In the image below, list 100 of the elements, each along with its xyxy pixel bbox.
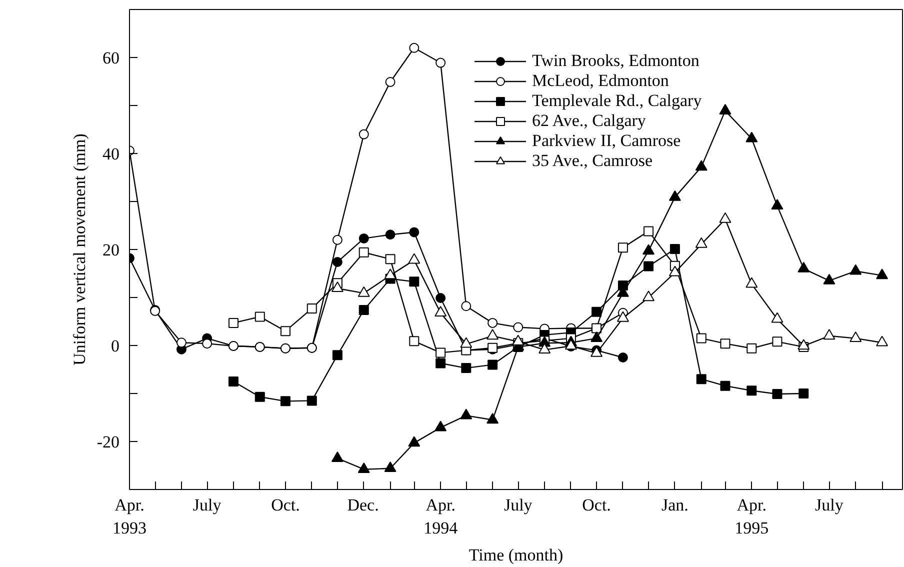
point [798, 388, 809, 398]
point [798, 339, 810, 350]
point [385, 230, 396, 240]
point [696, 374, 706, 384]
x-tick-label: Oct. [582, 496, 611, 514]
point [306, 396, 317, 406]
point [332, 350, 342, 360]
point [436, 358, 446, 368]
point [772, 336, 782, 347]
point [228, 376, 238, 386]
point [358, 247, 369, 258]
point [280, 326, 290, 336]
y-tick-label: 40 [102, 144, 120, 164]
point [358, 462, 370, 474]
point [358, 286, 370, 297]
point [202, 338, 212, 349]
point [719, 104, 732, 114]
point [384, 462, 396, 472]
point [409, 336, 420, 346]
point [668, 266, 681, 276]
point [358, 304, 369, 315]
x-tick-label: July [192, 496, 222, 514]
y-tick-label: 0 [111, 336, 120, 356]
legend-label: McLeod, Edmonton [532, 71, 669, 91]
point [695, 160, 708, 171]
x-tick-label: July [815, 496, 844, 514]
x-tick-label: Apr. 1994 [424, 496, 458, 538]
point [670, 244, 680, 254]
point [486, 413, 499, 424]
point [408, 253, 420, 264]
point [618, 242, 628, 253]
point [385, 76, 396, 87]
x-tick-label: Oct. [271, 496, 300, 514]
point [306, 304, 317, 314]
point [280, 396, 290, 406]
point [332, 234, 342, 245]
point [720, 338, 730, 349]
point [798, 262, 810, 272]
point [384, 268, 396, 280]
legend-label: 35 Ave., Camrose [532, 151, 653, 171]
point [436, 58, 446, 68]
y-tick-label: 20 [102, 240, 120, 260]
y-tick-label: -20 [96, 432, 120, 452]
point [644, 261, 654, 272]
point [771, 198, 784, 210]
point [461, 301, 472, 312]
point [668, 190, 681, 201]
point [746, 277, 758, 288]
y-axis-title: Uniform vertical movement (mm) [70, 134, 89, 366]
point [358, 129, 369, 140]
x-tick-label: Dec. [347, 496, 379, 514]
point [331, 451, 344, 462]
y-tick-label: 60 [102, 48, 120, 68]
point [772, 388, 782, 399]
point [592, 323, 602, 334]
point [331, 282, 344, 292]
point [436, 292, 446, 303]
legend-label: Parkview II, Camrose [532, 131, 681, 151]
x-tick-label: Apr. 1993 [112, 496, 146, 538]
point [434, 420, 447, 432]
point [408, 436, 420, 447]
point [876, 268, 888, 280]
point [696, 333, 706, 344]
point [618, 352, 628, 362]
point [461, 363, 472, 374]
point [616, 311, 629, 322]
point [850, 331, 862, 342]
x-tick-label: Jan. [661, 496, 688, 514]
point [488, 318, 498, 328]
point [823, 329, 836, 340]
legend-label: Templevale Rd., Calgary [532, 91, 702, 111]
point [409, 227, 420, 238]
point [486, 329, 499, 340]
point [176, 338, 186, 348]
point [720, 380, 730, 391]
point [823, 274, 836, 284]
point [254, 312, 265, 322]
point [409, 276, 420, 287]
point [642, 244, 655, 255]
legend-label: 62 Ave., Calgary [532, 111, 646, 131]
point [592, 306, 602, 317]
point [850, 264, 862, 275]
point [385, 254, 396, 264]
point [436, 348, 446, 358]
point [409, 42, 420, 53]
x-axis-title: Time (month) [468, 545, 564, 564]
point [771, 312, 784, 323]
x-tick-label: July [504, 496, 533, 514]
point [746, 132, 758, 142]
point [332, 256, 342, 267]
point [719, 212, 732, 223]
point [488, 360, 498, 370]
point [642, 290, 655, 302]
point [695, 237, 708, 248]
point [746, 386, 757, 396]
point [358, 233, 369, 244]
point [460, 408, 472, 420]
point [876, 336, 888, 346]
legend-label: Twin Brooks, Edmonton [532, 51, 700, 71]
point [644, 226, 654, 236]
